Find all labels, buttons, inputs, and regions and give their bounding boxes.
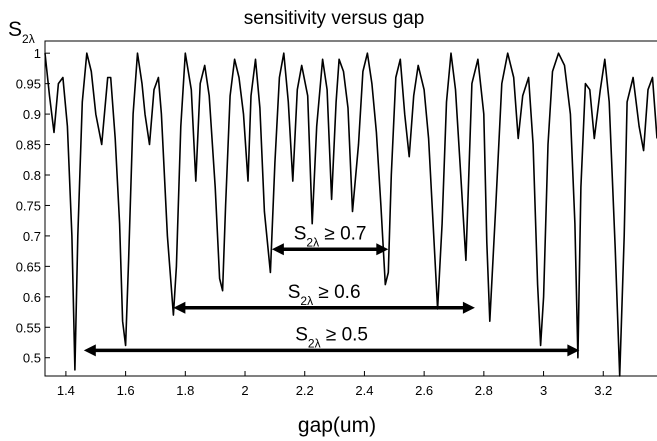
range-arrowhead-left-2 [83,344,96,357]
x-tick-label: 2.2 [296,383,314,398]
plot-frame [44,40,657,377]
y-tick-label: 1 [34,46,41,61]
y-tick-label: 0.9 [23,107,41,122]
chart-title: sensitivity versus gap [244,8,425,29]
x-tick-label: 2.4 [355,383,373,398]
x-tick-label: 2 [241,383,248,398]
y-tick-label: 0.85 [16,138,41,153]
y-tick-label: 0.8 [23,168,41,183]
y-tick-label: 0.6 [23,290,41,305]
range-annotation-label-1: S2λ ≥ 0.6 [288,282,361,308]
range-annotation-label-0: S2λ ≥ 0.7 [294,223,367,249]
x-tick-label: 3 [540,383,547,398]
x-tick-label: 3.2 [594,383,612,398]
tick-layer: 1.4 1.6 1.8 2 2.2 2.4 2.6 2.8 3 3.2 0.5 0.55 0.6 0.65… [16,46,613,398]
x-tick-label: 1.4 [57,383,75,398]
y-tick-label: 0.95 [16,77,41,92]
x-axis-label: gap(um) [298,414,376,437]
range-arrowhead-right-1 [462,301,475,314]
range-arrowhead-left-0 [271,243,284,256]
annotation-layer: S2λ ≥ 0.7 S2λ ≥ 0.6 S2λ ≥ 0.5 [83,223,580,357]
y-axis-label: S2λ [8,18,35,46]
y-tick-label: 0.65 [16,259,41,274]
x-tick-label: 2.8 [475,383,493,398]
y-tick-label: 0.7 [23,229,41,244]
curve-layer [44,52,657,377]
x-tick-label: 1.8 [176,383,194,398]
y-axis-label-sub: 2λ [22,32,35,46]
range-arrowhead-left-1 [173,301,186,314]
range-arrowhead-right-2 [567,344,580,357]
x-tick-label: 1.6 [117,383,135,398]
x-tick-label: 2.6 [415,383,433,398]
series-line-0 [44,52,657,377]
y-tick-label: 0.55 [16,320,41,335]
y-tick-label: 0.75 [16,198,41,213]
y-tick-label: 0.5 [23,351,41,366]
y-axis-label-main: S [8,18,22,41]
range-annotation-label-2: S2λ ≥ 0.5 [295,324,368,350]
range-arrowhead-right-0 [376,243,389,256]
